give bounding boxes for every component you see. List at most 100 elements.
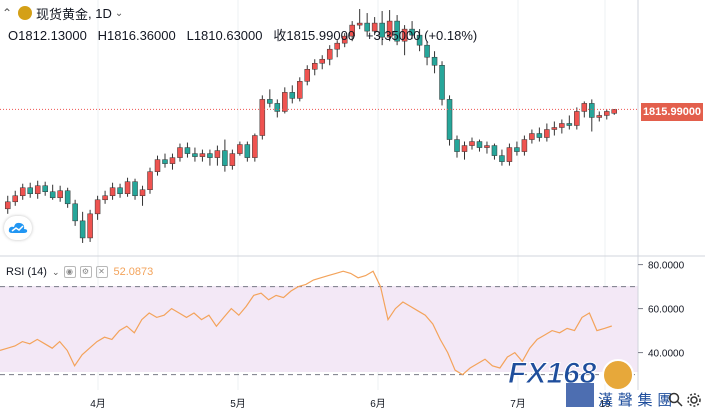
candle-body xyxy=(476,141,483,148)
tradingview-cloud-icon[interactable] xyxy=(4,216,32,240)
candle-body xyxy=(386,20,393,38)
candle-body xyxy=(581,103,588,112)
candle-body xyxy=(521,139,528,152)
symbol-name[interactable]: 现货黄金 xyxy=(36,6,89,22)
candle-body xyxy=(551,127,558,130)
h-value: 1816.36000 xyxy=(107,28,176,43)
candle-body xyxy=(461,145,468,152)
candle-body xyxy=(274,103,281,112)
candle-body xyxy=(184,147,191,154)
candle-body xyxy=(491,145,498,156)
c-value: 1815.99000 xyxy=(286,28,356,43)
candle-body xyxy=(117,187,123,195)
candle-body xyxy=(409,28,415,36)
rsi-tick-label: 60.0000 xyxy=(648,305,685,316)
x-tick-label: 6月 xyxy=(370,398,386,410)
l-label: L xyxy=(186,28,194,43)
candle-body xyxy=(371,22,378,32)
candle-body xyxy=(596,115,603,118)
chevron-down-icon[interactable]: ⌄ xyxy=(114,7,124,19)
eye-icon[interactable]: ◉ xyxy=(63,266,76,278)
o-label: O xyxy=(8,28,19,43)
logo-globe-icon xyxy=(602,359,634,391)
candle-body xyxy=(319,58,325,64)
candle-body xyxy=(439,65,445,100)
candle-body xyxy=(311,62,318,70)
candle-body xyxy=(566,123,573,126)
rsi-tick-label: 80.0000 xyxy=(648,261,685,272)
candle-body xyxy=(446,99,453,140)
candle-body xyxy=(416,34,423,46)
settings-icon[interactable]: ⚙ xyxy=(79,266,92,278)
candle-body xyxy=(72,203,78,222)
h-label: H xyxy=(97,28,108,43)
candle-body xyxy=(154,159,161,172)
x-tick-label: 4月 xyxy=(90,398,106,410)
change-value: +3.35000 xyxy=(365,28,421,43)
minimize-icon[interactable]: ⌃ xyxy=(1,6,13,20)
x-tick-label: 5月 xyxy=(230,398,246,410)
candle-body xyxy=(244,144,251,158)
candle-body xyxy=(49,191,56,199)
candle-body xyxy=(574,111,580,126)
candle-body xyxy=(12,195,18,203)
rsi-tick-label: 40.0000 xyxy=(648,349,685,360)
candle-body xyxy=(79,220,86,239)
candle-body xyxy=(326,48,333,60)
candle-body xyxy=(147,171,153,190)
candle-body xyxy=(356,22,363,26)
candle-body xyxy=(132,181,138,197)
rsi-series xyxy=(0,270,638,376)
fx168-logo: FX168 漢 聲 集 團 xyxy=(506,353,682,410)
candle-body xyxy=(589,103,595,118)
interval[interactable]: 1D xyxy=(95,5,112,21)
candle-body xyxy=(207,153,213,158)
candle-body xyxy=(102,195,108,201)
candle-body xyxy=(341,35,348,44)
rsi-label[interactable]: RSI (14) xyxy=(6,266,47,278)
c-label: 收 xyxy=(273,28,287,43)
rsi-line xyxy=(0,270,612,376)
candle-body xyxy=(424,44,430,58)
candle-body xyxy=(529,133,535,140)
candle-body xyxy=(282,92,288,112)
axis-labels: 4月 5月 6月 7月 19 80.0000 60.0000 40.0000 xyxy=(90,261,684,410)
logo-tagline: 漢 聲 集 團 xyxy=(598,391,672,409)
candle-body xyxy=(289,92,296,99)
x-tick-label: 7月 xyxy=(510,398,526,410)
candle-body xyxy=(222,150,228,166)
rsi-band xyxy=(0,286,638,372)
logo-emblem xyxy=(566,383,594,407)
gear-icon[interactable] xyxy=(686,392,702,408)
candle-body xyxy=(536,133,543,138)
last-price-tag: 1815.99000 xyxy=(641,103,703,121)
symbol-icon xyxy=(18,6,32,20)
candle-body xyxy=(604,111,610,116)
candle-body xyxy=(34,185,41,195)
candle-body xyxy=(124,181,131,195)
search-icon[interactable] xyxy=(668,392,684,408)
candle-body xyxy=(364,22,370,32)
candle-body xyxy=(259,99,266,136)
candle-body xyxy=(199,153,206,157)
chevron-down-icon[interactable]: ⌄ xyxy=(51,266,60,277)
candle-body xyxy=(162,159,168,164)
candle-body xyxy=(544,129,550,138)
candle-body xyxy=(401,28,408,42)
candle-body xyxy=(27,187,33,195)
candle-body xyxy=(42,185,48,192)
candle-body xyxy=(334,42,340,50)
candle-body xyxy=(87,213,93,239)
candle-body xyxy=(237,144,243,154)
candle-body xyxy=(379,22,385,38)
x-tick-label: 19 xyxy=(599,399,611,410)
candle-body xyxy=(169,157,176,164)
candle-body xyxy=(611,109,618,114)
separator: , xyxy=(88,5,96,21)
candle-body xyxy=(431,56,438,66)
close-icon[interactable]: ✕ xyxy=(95,266,108,278)
rsi-value: 52.0873 xyxy=(113,266,154,278)
candle-body xyxy=(506,147,513,162)
candle-body xyxy=(192,153,198,157)
